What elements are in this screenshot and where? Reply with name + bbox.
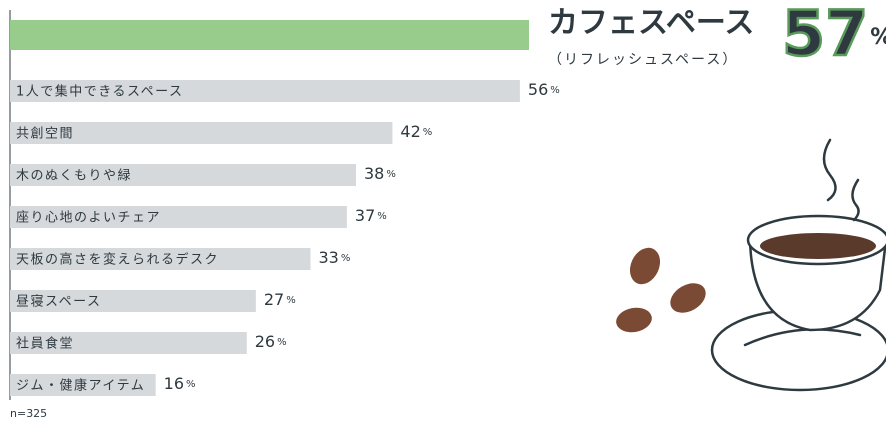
bar	[10, 248, 311, 270]
category-label: 共創空間	[16, 127, 74, 142]
category-label: 天板の高さを変えられるデスク	[16, 252, 219, 268]
value-label: 26%	[255, 332, 287, 351]
value-label: 57%	[782, 0, 886, 70]
bar	[10, 332, 247, 354]
bar	[10, 80, 520, 102]
highlight-note: （リフレッシュスペース）	[548, 52, 738, 68]
category-label: 座り心地のよいチェア	[16, 211, 161, 226]
coffee-illustration	[616, 138, 886, 392]
bar	[10, 206, 347, 228]
bar	[10, 290, 256, 312]
value-label: 16%	[164, 374, 196, 393]
value-label: 38%	[364, 164, 396, 183]
footnote: n=325	[10, 407, 47, 420]
value-label: 27%	[264, 290, 296, 309]
category-label: 社員食堂	[16, 336, 74, 352]
category-label: 1人で集中できるスペース	[16, 84, 183, 100]
highlight-title: カフェスペース	[548, 6, 754, 41]
bar	[10, 164, 356, 186]
bar	[10, 374, 156, 396]
category-label: 木のぬくもりや緑	[16, 169, 132, 184]
bar	[10, 122, 393, 144]
category-label: 昼寝スペース	[16, 294, 101, 310]
value-label: 42%	[400, 122, 432, 141]
value-label: 33%	[318, 248, 350, 267]
bar	[10, 20, 529, 50]
value-label: 37%	[355, 206, 387, 225]
value-label: 56%	[528, 80, 560, 99]
category-label: ジム・健康アイテム	[16, 378, 145, 394]
